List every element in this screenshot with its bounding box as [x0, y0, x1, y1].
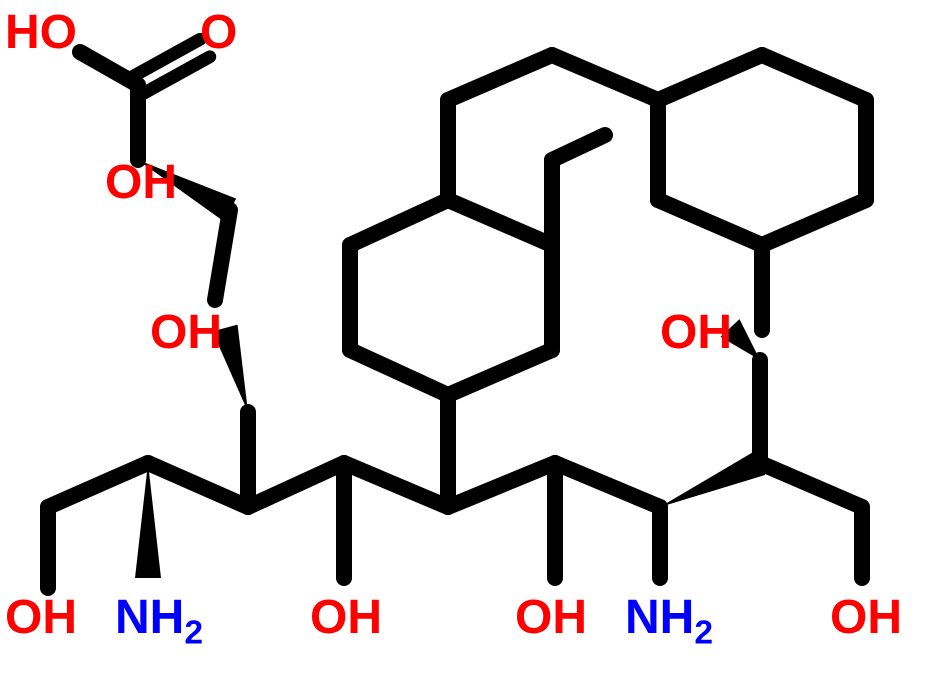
bond-svg	[0, 0, 930, 686]
atom-label-nh2-right: NH2	[625, 590, 713, 653]
atom-label-nh2-left: NH2	[115, 590, 203, 653]
atom-label-oh-bot-4: OH	[830, 590, 902, 645]
atom-label-oh-bot-3: OH	[515, 590, 587, 645]
atom-label-oh-top-left: HO	[5, 5, 77, 60]
atom-label-oh-bot-1: OH	[5, 590, 77, 645]
atom-label-oh-bot-2: OH	[310, 590, 382, 645]
atom-label-o-double: O	[200, 5, 237, 60]
atom-label-oh-upper: OH	[105, 155, 177, 210]
atom-label-oh-mid-left: OH	[150, 305, 222, 360]
atom-label-oh-mid-right: OH	[660, 305, 732, 360]
molecule-canvas: HO O OH OH OH OH OH OH OH NH2 NH2	[0, 0, 930, 686]
